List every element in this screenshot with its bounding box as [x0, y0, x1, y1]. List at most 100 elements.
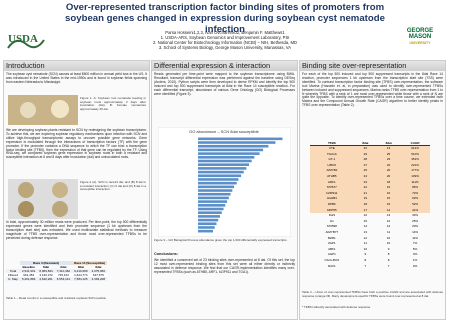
table-row: VTE 32 13 914% [310, 145, 430, 152]
table-cell: 221% [411, 162, 419, 167]
table-cell: 15 [386, 202, 391, 207]
logo-text: UNIVERSITY [409, 41, 431, 45]
usda-logo: USDA [7, 33, 45, 49]
table-cell: 4,640,201 [39, 277, 53, 282]
table-cell: 7% [412, 241, 418, 246]
table-cell: bZIP911 [326, 190, 338, 195]
table-cell: BZR1 [328, 235, 336, 240]
table: TFBS 8dai 6dai CAGR VTE 32 13 914% TGA1A 29 25 510%… [310, 141, 430, 269]
right-column: Binding site over-representation For eac… [299, 60, 446, 320]
table-cell: 10 [363, 246, 367, 251]
table-cell: 25 [386, 151, 391, 156]
table-cell: 0% [412, 263, 418, 268]
table-cell: Dof3 [328, 213, 336, 218]
table-cell: ATHB5 [327, 174, 337, 179]
table-cell: Filtered [8, 273, 19, 278]
table-row: U. Map 5,201,884 4,640,201 6,553,141 7,584,1… [6, 277, 108, 282]
table-cell: 25% [412, 218, 419, 223]
table-cell: 21 [363, 190, 367, 195]
bar [198, 204, 226, 207]
table-cell: AtMYB77 [325, 230, 339, 234]
table-cell: 10 [386, 241, 391, 246]
table-cell: 28 [363, 157, 367, 162]
table-row: AGP1 9 8 3% [310, 252, 430, 258]
chart-title: GO abundance – SCN 8dai susceptible [189, 129, 260, 134]
paragraph: The soybean cyst nematode (SCN) causes a… [6, 72, 147, 84]
table-cell: 41% [412, 207, 419, 212]
table-row: Total 2,541,901 8,069,844 7,310,462 9,210,08… [6, 269, 108, 274]
paragraph: We identified a conserved set of 23 bind… [154, 258, 295, 274]
table-cell: 510% [411, 151, 419, 156]
subheading: Conclusions: [154, 252, 179, 256]
table-row: TFBS 8dai 6dai CAGR [310, 141, 430, 146]
table-cell: 745,103 [57, 273, 69, 278]
table-cell: 16 [363, 213, 367, 218]
bar [198, 156, 255, 159]
table-cell: HAHB4 [326, 196, 337, 201]
table-cell: VTE [328, 146, 335, 151]
table-cell: 2,393,208 [91, 277, 106, 282]
table-row: CArG-BOX 8 8 1% [310, 258, 430, 264]
figure-caption: Figure 2 (A). SCN in race14 dai; and (B)… [80, 180, 146, 192]
bar [198, 163, 250, 166]
table-cell: RAV1 [328, 263, 336, 268]
table-cell: 914% [411, 146, 419, 151]
table-cell: 7 [387, 263, 390, 268]
table-row: HAHB4 19 15 63% [310, 196, 430, 203]
bar [198, 211, 222, 214]
table-cell: 3,130,372 [39, 273, 53, 278]
table-cell: GT-1 [328, 157, 336, 162]
table-cell: 23 [363, 179, 367, 184]
table-cell: 25 [363, 168, 367, 173]
bar [198, 200, 228, 203]
bar [198, 174, 242, 178]
table-row: TGA1A 29 25 510% [310, 151, 430, 158]
bar [198, 178, 239, 181]
table-row: RAV1 7 7 0% [310, 264, 430, 270]
table-cell: AtMYB2 [326, 168, 338, 173]
table-group: Race 14 (Susceptible) [72, 261, 108, 266]
bar [198, 159, 252, 163]
table-cell: 20 [386, 174, 391, 179]
table-row: ATHB5 24 20 139% [310, 174, 430, 180]
section-heading: Binding site over-representation [300, 61, 445, 71]
table-row: DPBF 18 15 52% [310, 202, 430, 208]
table-cell: 13 [386, 213, 391, 218]
table-row: ZAP1 11 10 7% [310, 241, 430, 247]
bar [198, 192, 231, 196]
paragraph: In total, approximately 30 million reads… [6, 220, 147, 240]
table-row: LIBOX 27 22 221% [310, 162, 430, 169]
bar [198, 152, 260, 155]
table-row: bZIP55 17 14 41% [310, 207, 430, 214]
bar [198, 141, 276, 144]
bar [198, 185, 235, 189]
table-cell: TGA1A [326, 151, 337, 156]
table-cell: 8,069,844 [39, 269, 53, 274]
table-row: MYB98 14 12 20% [310, 224, 430, 230]
table-cell: 5% [412, 246, 418, 251]
section-heading: Differential expression & interaction [152, 61, 297, 71]
logo-text: USDA [8, 33, 38, 45]
table-cell: 24 [363, 174, 367, 179]
table-cell: 4,075,966 [91, 269, 106, 274]
table-cell: 8 [387, 257, 390, 262]
affiliation: 2. National Center for Biotechnology Inf… [152, 40, 298, 45]
bar [198, 229, 213, 233]
table-cell: 177% [411, 168, 419, 173]
table-cell: 13 [363, 230, 367, 234]
table-cell: 15 [363, 218, 367, 223]
table-cell: 601,453 [23, 273, 35, 278]
table-header: Baseline [22, 265, 35, 270]
table-row: AtMYB77 13 11 14% [310, 230, 430, 236]
table-cell: 2,541,901 [22, 269, 36, 274]
bar [198, 137, 283, 141]
table-cell: 52% [412, 202, 419, 207]
figure-2 [8, 179, 78, 219]
table-row: GT-1 28 23 351% [310, 157, 430, 163]
table-cell: 17 [363, 207, 367, 212]
table-cell: AGP1 [327, 252, 336, 257]
table-cell: 15 [386, 196, 391, 201]
table-cell: 18 [363, 202, 367, 207]
table-cell: 32 [363, 146, 367, 151]
table-header: 6dai [95, 265, 102, 270]
